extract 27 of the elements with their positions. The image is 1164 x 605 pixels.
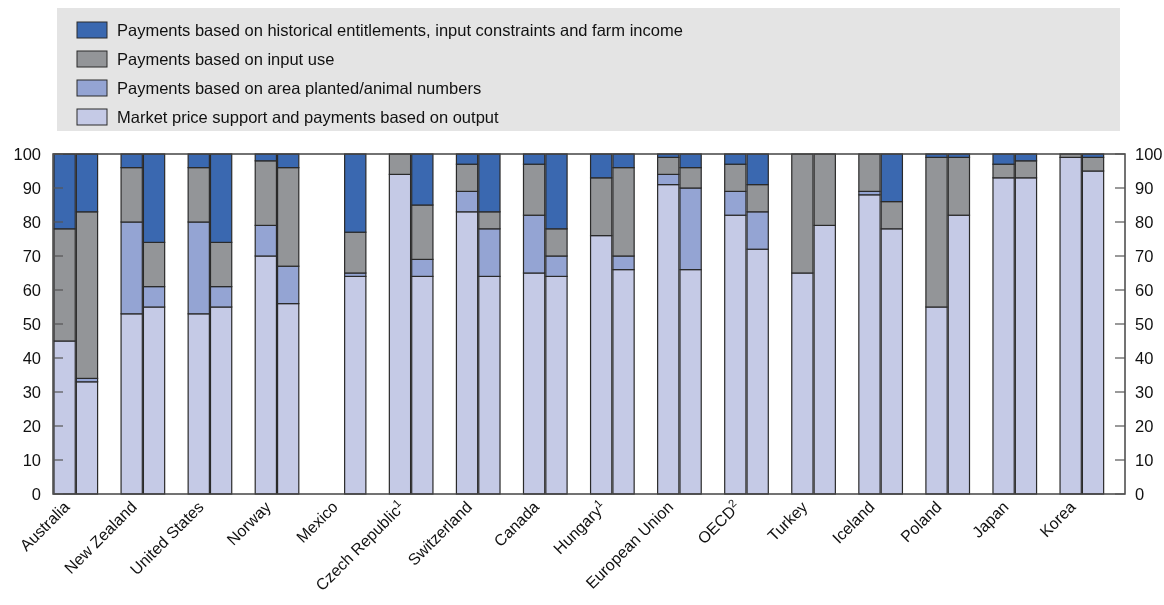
y-tick-label: 50 <box>22 314 41 333</box>
y-tick-label: 30 <box>22 382 41 401</box>
legend-label: Payments based on input use <box>117 50 335 68</box>
y2-tick-label: 60 <box>1135 280 1154 299</box>
y2-tick-label: 0 <box>1135 484 1145 503</box>
y2-tick-label: 40 <box>1135 348 1154 367</box>
legend-label: Payments based on area planted/animal numbers <box>117 79 482 97</box>
y2-tick-label: 90 <box>1135 178 1154 197</box>
y2-tick-label: 30 <box>1135 382 1154 401</box>
legend-label: Payments based on historical entitlements, input constraints and farm income <box>117 21 683 39</box>
y-tick-label: 100 <box>13 144 41 163</box>
y2-tick-label: 20 <box>1135 416 1154 435</box>
y2-tick-label: 100 <box>1135 144 1163 163</box>
y2-tick-label: 10 <box>1135 450 1154 469</box>
y-tick-label: 70 <box>22 246 41 265</box>
y-tick-label: 0 <box>31 484 41 503</box>
y2-tick-label: 80 <box>1135 212 1154 231</box>
y-tick-label: 10 <box>22 450 41 469</box>
y-tick-label: 40 <box>22 348 41 367</box>
bar <box>344 275 367 495</box>
y2-tick-label: 50 <box>1135 314 1154 333</box>
y-tick-label: 80 <box>22 212 41 231</box>
y-tick-label: 60 <box>22 280 41 299</box>
y2-tick-label: 70 <box>1135 246 1154 265</box>
y-tick-label: 90 <box>22 178 41 197</box>
y-tick-label: 20 <box>22 416 41 435</box>
legend-label: Market price support and payments based on output <box>117 108 499 126</box>
